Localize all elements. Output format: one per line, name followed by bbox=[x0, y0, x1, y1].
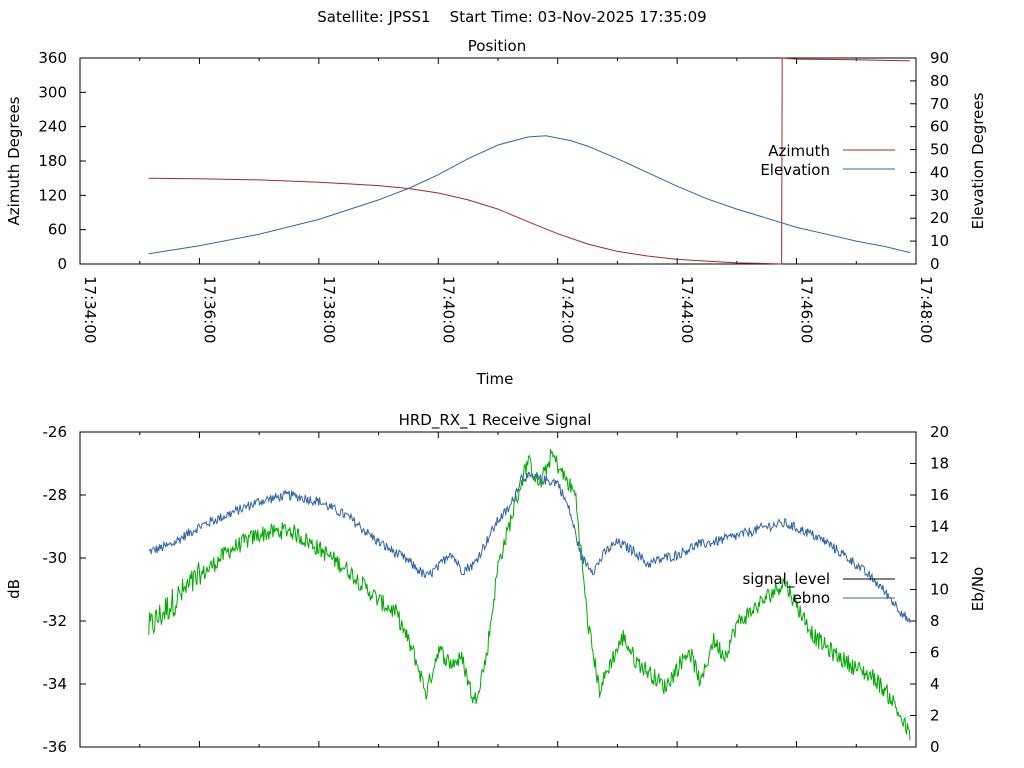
chart-header: Satellite: JPSS1 Start Time: 03-Nov-2025… bbox=[0, 8, 1024, 26]
x-tick-label: 17:36:00 bbox=[200, 276, 218, 343]
y-tick-label: 360 bbox=[38, 49, 67, 67]
y-tick-label: 60 bbox=[48, 221, 67, 239]
signal-right-axis: 0 2 4 6 8 10 12 14 16 18 20 bbox=[910, 423, 949, 756]
x-tick-label: 17:42:00 bbox=[559, 276, 577, 343]
y2-tick-label: 30 bbox=[930, 186, 949, 204]
x-tick-label: 17:46:00 bbox=[798, 276, 816, 343]
y-tick-label: 0 bbox=[57, 255, 67, 273]
y-tick-label: -28 bbox=[43, 486, 68, 504]
position-y2-label: Elevation Degrees bbox=[969, 92, 987, 229]
signal-y-label: dB bbox=[5, 579, 23, 599]
y2-tick-label: 60 bbox=[930, 118, 949, 136]
y2-tick-label: 40 bbox=[930, 163, 949, 181]
y-tick-label: -26 bbox=[43, 423, 68, 441]
ebno-series-line bbox=[148, 448, 911, 741]
azimuth-series-line bbox=[148, 57, 911, 265]
legend-ebno-label: ebno bbox=[793, 589, 830, 607]
header-start-time: Start Time: 03-Nov-2025 17:35:09 bbox=[449, 8, 707, 26]
y2-tick-label: 70 bbox=[930, 95, 949, 113]
signal-x-axis bbox=[79, 432, 917, 747]
legend-signal-level-label: signal_level bbox=[742, 570, 830, 589]
position-x-axis: 17:34:00 17:36:00 17:38:00 17:40:00 17:42:00… bbox=[79, 58, 935, 343]
y2-tick-label: 8 bbox=[930, 612, 940, 630]
y2-tick-label: 20 bbox=[930, 423, 949, 441]
position-chart: Position 0 60 120 180 240 300 360 0 10 20 30 40 50 6… bbox=[5, 37, 987, 388]
y2-tick-label: 18 bbox=[930, 455, 949, 473]
y2-tick-label: 80 bbox=[930, 72, 949, 90]
header-satellite: Satellite: JPSS1 bbox=[317, 8, 431, 26]
y-tick-label: 120 bbox=[38, 186, 67, 204]
y2-tick-label: 4 bbox=[930, 675, 940, 693]
signal-level-series-line bbox=[148, 471, 911, 623]
position-left-axis: 0 60 120 180 240 300 360 bbox=[38, 49, 86, 273]
y2-tick-label: 20 bbox=[930, 209, 949, 227]
x-tick-label: 17:40:00 bbox=[439, 276, 457, 343]
legend-azimuth-label: Azimuth bbox=[768, 142, 830, 160]
position-title: Position bbox=[468, 37, 526, 55]
x-tick-label: 17:34:00 bbox=[81, 276, 99, 343]
position-legend: Azimuth Elevation bbox=[760, 142, 895, 179]
elevation-series-line bbox=[148, 135, 911, 255]
x-tick-label: 17:38:00 bbox=[320, 276, 338, 343]
y2-tick-label: 12 bbox=[930, 549, 949, 567]
y-tick-label: -36 bbox=[43, 738, 68, 756]
position-right-axis: 0 10 20 30 40 50 60 70 80 90 bbox=[910, 49, 949, 273]
position-y-label: Azimuth Degrees bbox=[5, 96, 23, 225]
y2-tick-label: 10 bbox=[930, 581, 949, 599]
y-tick-label: -34 bbox=[43, 675, 68, 693]
y2-tick-label: 10 bbox=[930, 232, 949, 250]
y2-tick-label: 6 bbox=[930, 644, 940, 662]
signal-title: HRD_RX_1 Receive Signal bbox=[399, 411, 592, 430]
signal-chart: HRD_RX_1 Receive Signal -36-34-32-30-28-… bbox=[5, 411, 987, 756]
y2-tick-label: 14 bbox=[930, 518, 949, 536]
signal-legend: signal_level ebno bbox=[742, 570, 895, 607]
y2-tick-label: 0 bbox=[930, 255, 940, 273]
y2-tick-label: 0 bbox=[930, 738, 940, 756]
y-tick-label: 300 bbox=[38, 83, 67, 101]
legend-elevation-label: Elevation bbox=[760, 161, 830, 179]
y-tick-label: -32 bbox=[43, 612, 68, 630]
y-tick-label: 240 bbox=[38, 118, 67, 136]
y2-tick-label: 90 bbox=[930, 49, 949, 67]
signal-y2-label: Eb/No bbox=[969, 567, 987, 611]
x-tick-label: 17:48:00 bbox=[917, 276, 935, 343]
y2-tick-label: 50 bbox=[930, 141, 949, 159]
x-tick-label: 17:44:00 bbox=[678, 276, 696, 343]
y2-tick-label: 2 bbox=[930, 707, 940, 725]
y2-tick-label: 16 bbox=[930, 486, 949, 504]
signal-left-axis: -36 -34 -32 -30 -28 -26 bbox=[43, 423, 86, 756]
y-tick-label: -30 bbox=[43, 549, 68, 567]
y-tick-label: 180 bbox=[38, 152, 67, 170]
position-x-label: Time bbox=[476, 370, 514, 388]
